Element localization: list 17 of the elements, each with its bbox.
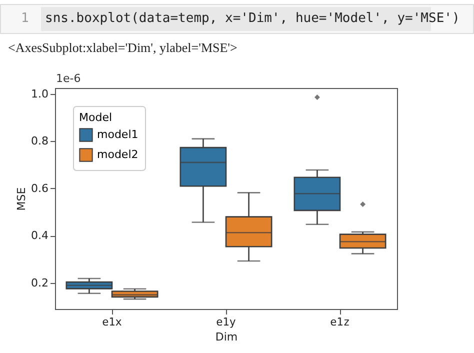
x-tick-label: e1z bbox=[330, 316, 350, 328]
text: 1 bbox=[21, 11, 29, 26]
x-tick-label: e1y bbox=[216, 316, 236, 328]
x-axis-title: Dim bbox=[215, 330, 238, 344]
text: <AxesSubplot:xlabel='Dim', ylabel='MSE'> bbox=[8, 40, 238, 56]
y-tick-label: 0.2 bbox=[31, 276, 48, 290]
y-tick-label: 1.0 bbox=[31, 87, 48, 100]
text: 1e-6 bbox=[56, 72, 81, 85]
y-axis-title: MSE bbox=[15, 187, 28, 211]
legend-title: Model bbox=[79, 111, 112, 124]
y-tick-label: 0.4 bbox=[31, 229, 48, 242]
y-tick-label: 0.8 bbox=[31, 134, 48, 148]
x-tick-label: e1x bbox=[102, 316, 122, 328]
text: sns.boxplot(data=temp, x='Dim', hue='Model', y='MSE') bbox=[45, 11, 460, 26]
legend-label: model1 bbox=[97, 128, 138, 141]
legend-label: model2 bbox=[97, 148, 138, 161]
y-tick-label: 0.6 bbox=[31, 182, 48, 195]
